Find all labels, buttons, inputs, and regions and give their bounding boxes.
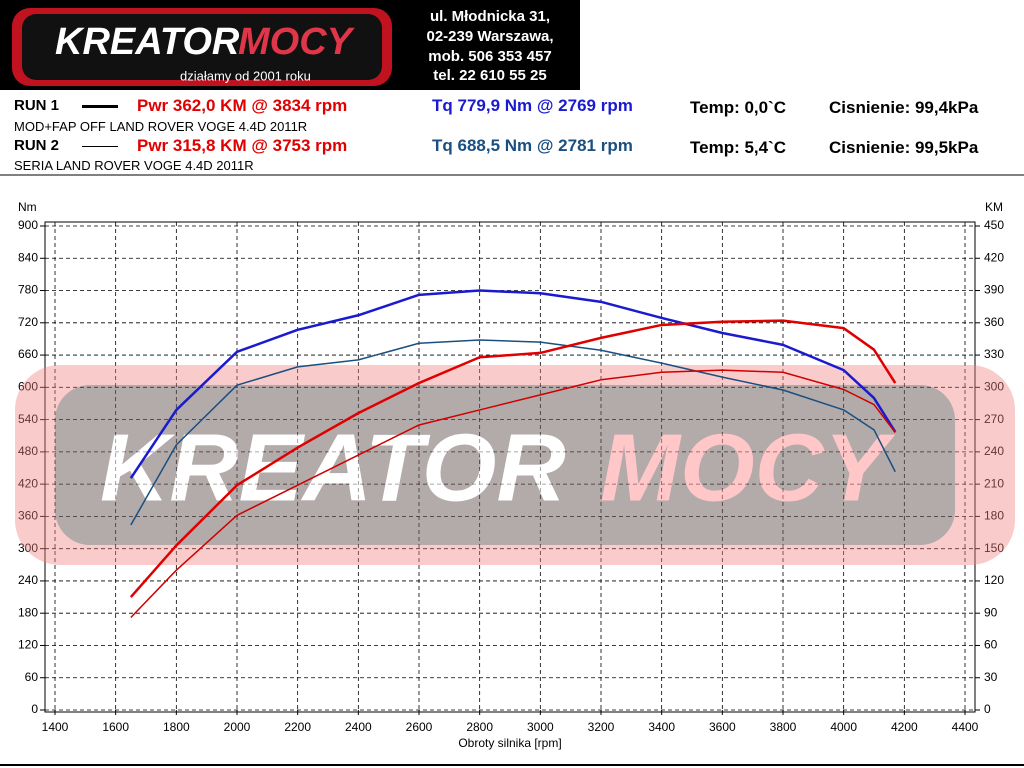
- run-temp: Temp: 0,0`C: [690, 98, 787, 117]
- run-line-sample: [82, 146, 118, 147]
- run-pressure: Cisnienie: 99,4kPa: [829, 98, 979, 117]
- y2-tick-label: 150: [984, 541, 1004, 555]
- y-tick-label: 420: [18, 476, 38, 490]
- y-tick-label: 240: [18, 573, 38, 587]
- y-tick-label: 60: [25, 670, 39, 684]
- y2-tick-label: 330: [984, 347, 1004, 361]
- x-tick-label: 2800: [466, 720, 493, 734]
- plot-frame: [44, 221, 976, 713]
- watermark: KREATOR MOCY: [15, 365, 1015, 565]
- address-line: tel. 22 610 55 25: [433, 67, 547, 84]
- logo-word-1: KREATOR: [55, 21, 240, 63]
- run-label: RUN 2: [14, 137, 60, 154]
- y2-tick-label: 300: [984, 380, 1004, 394]
- y2-axis-label: KM: [985, 200, 1003, 214]
- x-tick-label: 3200: [588, 720, 615, 734]
- address-line: mob. 506 353 457: [428, 48, 552, 65]
- x-axis-label: Obroty silnika [rpm]: [458, 736, 561, 750]
- y-tick-label: 360: [18, 509, 38, 523]
- logo: KREATOR MOCY działamy od 2001 roku: [12, 8, 392, 86]
- address-line: 02-239 Warszawa,: [426, 28, 554, 45]
- y-tick-label: 720: [18, 315, 38, 329]
- logo-word-2: MOCY: [238, 21, 356, 63]
- y-tick-label: 480: [18, 444, 38, 458]
- y2-tick-label: 270: [984, 412, 1004, 426]
- x-tick-label: 1600: [102, 720, 129, 734]
- run-label: RUN 1: [14, 97, 60, 114]
- watermark-inner: [55, 385, 955, 545]
- run-power: Pwr 362,0 KM @ 3834 rpm: [137, 96, 348, 115]
- watermark-word-2: MOCY: [600, 414, 896, 521]
- run-description: MOD+FAP OFF LAND ROVER VOGE 4.4D 2011R: [14, 119, 308, 134]
- x-tick-label: 3000: [527, 720, 554, 734]
- y2-tick-label: 30: [984, 670, 998, 684]
- y-tick-label: 180: [18, 605, 38, 619]
- y-tick-label: 540: [18, 412, 38, 426]
- y-tick-label: 840: [18, 250, 38, 264]
- series-line: [129, 289, 897, 479]
- x-tick-label: 2600: [406, 720, 433, 734]
- series-line: [130, 369, 896, 619]
- y-tick-label: 600: [18, 380, 38, 394]
- watermark-word-1: KREATOR: [100, 414, 566, 521]
- address-line: ul. Młodnicka 31,: [429, 8, 551, 25]
- y2-tick-label: 120: [984, 573, 1004, 587]
- x-tick-label: 1400: [42, 720, 69, 734]
- y2-tick-label: 450: [984, 218, 1004, 232]
- y-tick-label: 120: [18, 638, 38, 652]
- run-line-sample: [82, 105, 118, 108]
- y2-tick-label: 390: [984, 283, 1004, 297]
- x-tick-label: 2000: [224, 720, 251, 734]
- run-pressure: Cisnienie: 99,5kPa: [829, 138, 979, 157]
- y2-tick-label: 60: [984, 638, 998, 652]
- y2-tick-label: 90: [984, 605, 998, 619]
- y-tick-label: 300: [18, 541, 38, 555]
- x-tick-label: 3800: [770, 720, 797, 734]
- x-tick-label: 4000: [830, 720, 857, 734]
- y-tick-label: 780: [18, 283, 38, 297]
- x-tick-label: 3600: [709, 720, 736, 734]
- y2-tick-label: 420: [984, 250, 1004, 264]
- y-axis-label: Nm: [18, 200, 37, 214]
- logo-panel: KREATOR MOCY działamy od 2001 roku ul. M…: [0, 0, 580, 90]
- run-power: Pwr 315,8 KM @ 3753 rpm: [137, 136, 348, 155]
- y2-tick-label: 0: [984, 702, 991, 716]
- run-torque: Tq 779,9 Nm @ 2769 rpm: [432, 96, 633, 115]
- x-tick-label: 4400: [952, 720, 979, 734]
- logo-inner: [22, 14, 382, 80]
- series-line: [129, 319, 897, 598]
- run-torque: Tq 688,5 Nm @ 2781 rpm: [432, 136, 633, 155]
- x-tick-label: 2200: [284, 720, 311, 734]
- x-tick-label: 1800: [163, 720, 190, 734]
- x-tick-label: 4200: [891, 720, 918, 734]
- y-tick-label: 660: [18, 347, 38, 361]
- watermark-badge: [15, 365, 1015, 565]
- logo-slogan: działamy od 2001 roku: [180, 68, 311, 83]
- y2-tick-label: 240: [984, 444, 1004, 458]
- x-tick-label: 2400: [345, 720, 372, 734]
- run-temp: Temp: 5,4`C: [690, 138, 787, 157]
- series-line: [130, 339, 896, 526]
- y-tick-label: 0: [31, 702, 38, 716]
- x-tick-label: 3400: [648, 720, 675, 734]
- y2-tick-label: 360: [984, 315, 1004, 329]
- run-description: SERIA LAND ROVER VOGE 4.4D 2011R: [14, 158, 254, 173]
- y2-tick-label: 210: [984, 476, 1004, 490]
- y-tick-label: 900: [18, 218, 38, 232]
- y2-tick-label: 180: [984, 509, 1004, 523]
